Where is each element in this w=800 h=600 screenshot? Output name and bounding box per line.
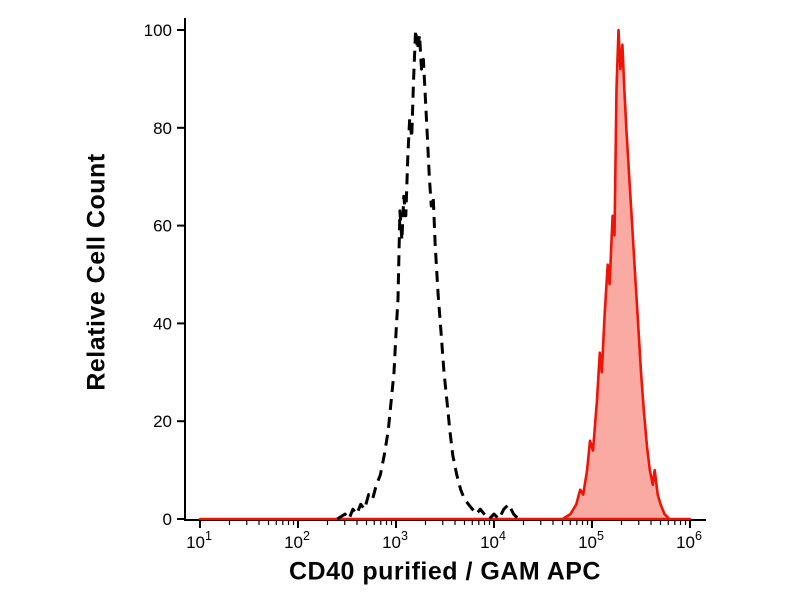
y-tick-label: 0 xyxy=(163,510,172,529)
x-tick-label: 104 xyxy=(480,529,506,552)
x-tick-label: 101 xyxy=(186,529,212,552)
y-tick-label: 20 xyxy=(153,412,172,431)
x-tick-label: 102 xyxy=(284,529,310,552)
x-tick-label: 106 xyxy=(676,529,702,552)
y-tick-label: 100 xyxy=(144,21,172,40)
x-tick-exponent: 3 xyxy=(401,529,408,543)
y-tick-label: 60 xyxy=(153,217,172,236)
x-tick-label: 103 xyxy=(382,529,408,552)
y-tick-label: 40 xyxy=(153,314,172,333)
x-tick-exponent: 1 xyxy=(205,529,212,543)
x-tick-exponent: 6 xyxy=(695,529,702,543)
x-tick-exponent: 5 xyxy=(597,529,604,543)
x-tick-exponent: 4 xyxy=(499,529,506,543)
y-axis-title: Relative Cell Count xyxy=(82,153,111,391)
x-tick-label: 105 xyxy=(578,529,604,552)
x-axis-title: CD40 purified / GAM APC xyxy=(289,557,601,586)
y-tick-label: 80 xyxy=(153,119,172,138)
x-tick-exponent: 2 xyxy=(303,529,310,543)
red-filled-stained-curve xyxy=(198,28,692,521)
dashed-control-curve xyxy=(336,28,520,521)
